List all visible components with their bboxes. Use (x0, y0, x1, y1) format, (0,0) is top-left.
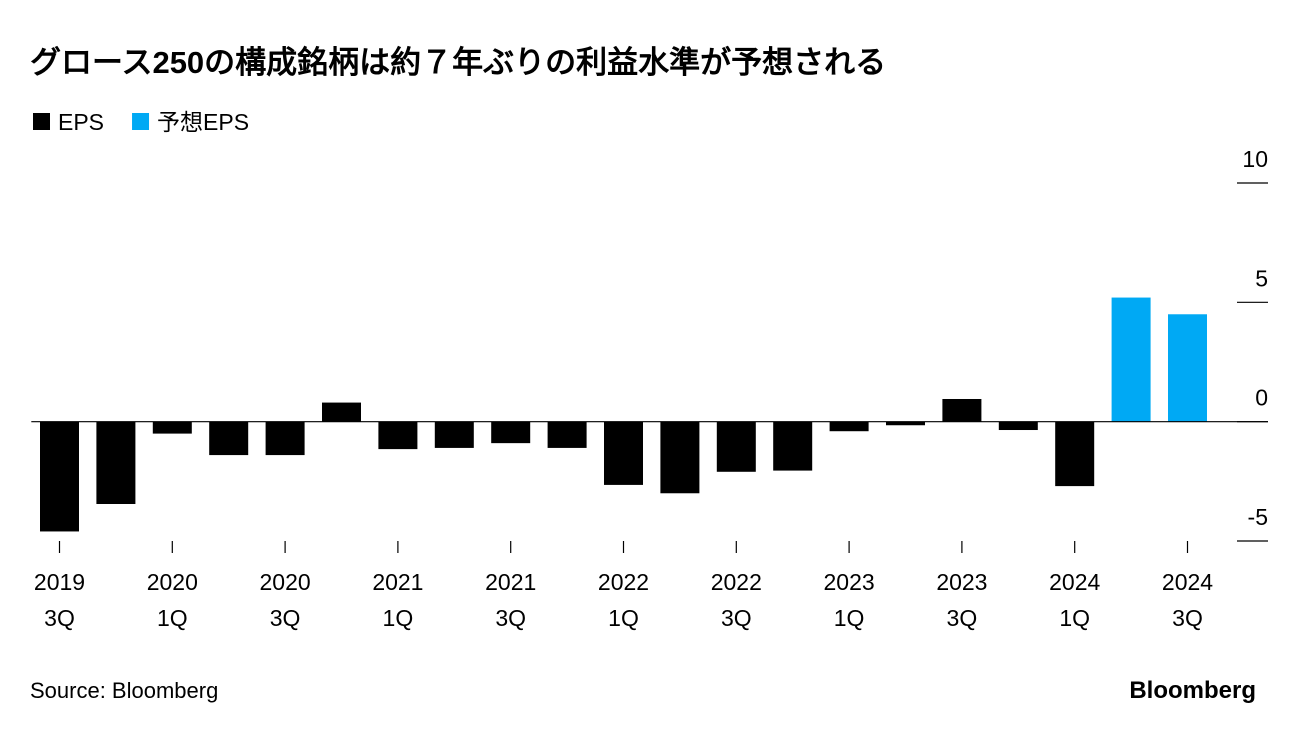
x-tick-line: 2021 (372, 569, 423, 595)
x-tick-line: 2023 (824, 569, 875, 595)
x-tick-line: 3Q (44, 605, 75, 631)
x-tick-label: 2022 3Q (711, 569, 762, 631)
bar (491, 421, 531, 444)
x-tick-line: 2022 (711, 569, 762, 595)
bar (1168, 314, 1207, 422)
bar (998, 421, 1038, 431)
x-tick-line: 2022 (598, 569, 649, 595)
x-tick-line: 3Q (947, 605, 978, 631)
x-tick-line: 1Q (383, 605, 414, 631)
bar (378, 421, 418, 450)
bar (265, 421, 305, 456)
bar (886, 421, 925, 426)
legend-label: EPS (58, 109, 104, 135)
y-tick-label: -5 (1248, 504, 1268, 530)
x-tick-label: 2023 3Q (936, 569, 987, 631)
bar (660, 421, 700, 494)
x-tick-label: 2023 1Q (824, 569, 875, 631)
x-tick-line: 3Q (270, 605, 301, 631)
x-tick-line: 3Q (495, 605, 526, 631)
bar (773, 421, 813, 471)
y-tick-label: 0 (1255, 385, 1268, 411)
bar (152, 421, 192, 434)
legend-label: 予想EPS (157, 109, 249, 135)
x-tick-line: 1Q (834, 605, 865, 631)
bar (1055, 421, 1095, 487)
x-tick-line: 2024 (1162, 569, 1213, 595)
bar (96, 421, 136, 505)
x-tick-label: 2019 3Q (34, 569, 85, 631)
brand: Bloomberg (1129, 677, 1256, 704)
bar (209, 421, 249, 456)
y-tick-label: 5 (1255, 265, 1268, 291)
bar (40, 421, 79, 532)
bar (716, 421, 756, 472)
x-tick-label: 2021 1Q (372, 569, 423, 631)
x-tick-label: 2024 1Q (1049, 569, 1100, 631)
bar (604, 421, 643, 485)
bar (322, 402, 361, 422)
x-tick-line: 2019 (34, 569, 85, 595)
legend-swatch (33, 113, 50, 130)
chart-title: グロース250の構成銘柄は約７年ぶりの利益水準が予想される (30, 45, 886, 80)
bar (434, 421, 474, 448)
x-tick-line: 2024 (1049, 569, 1100, 595)
source: Source: Bloomberg (30, 678, 218, 703)
x-tick-label: 2024 3Q (1162, 569, 1213, 631)
x-tick-line: 3Q (1172, 605, 1203, 631)
bar (829, 421, 869, 432)
bar (547, 421, 587, 448)
x-tick-line: 2021 (485, 569, 536, 595)
x-tick-label: 2022 1Q (598, 569, 649, 631)
x-tick-line: 2020 (147, 569, 198, 595)
x-tick-line: 1Q (608, 605, 639, 631)
bar (942, 398, 982, 422)
x-tick-line: 1Q (1059, 605, 1090, 631)
x-tick-line: 2020 (260, 569, 311, 595)
x-tick-line: 2023 (936, 569, 987, 595)
x-tick-label: 2020 1Q (147, 569, 198, 631)
x-tick-line: 1Q (157, 605, 188, 631)
x-tick-line: 3Q (721, 605, 752, 631)
bar (1111, 297, 1151, 422)
x-tick-label: 2020 3Q (260, 569, 311, 631)
y-tick-label: 10 (1242, 146, 1268, 172)
legend-swatch (132, 113, 150, 130)
x-tick-label: 2021 3Q (485, 569, 536, 631)
